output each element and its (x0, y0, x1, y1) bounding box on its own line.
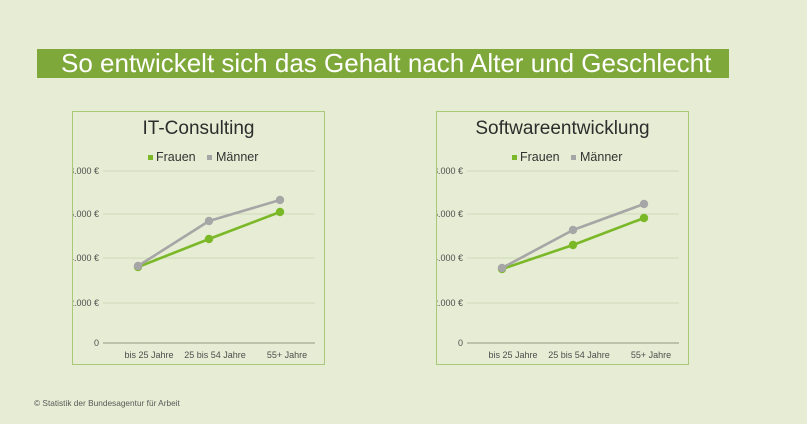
svg-text:2.000 €: 2.000 € (437, 298, 463, 308)
svg-text:0: 0 (458, 338, 463, 348)
svg-text:4.000 €: 4.000 € (437, 253, 463, 263)
svg-text:55+ Jahre: 55+ Jahre (267, 350, 307, 360)
svg-text:0: 0 (94, 338, 99, 348)
svg-text:8.000 €: 8.000 € (437, 166, 463, 176)
svg-text:4.000 €: 4.000 € (73, 253, 99, 263)
svg-text:6.000 €: 6.000 € (73, 209, 99, 219)
svg-text:bis 25 Jahre: bis 25 Jahre (488, 350, 537, 360)
svg-text:bis 25 Jahre: bis 25 Jahre (124, 350, 173, 360)
svg-text:25 bis 54 Jahre: 25 bis 54 Jahre (548, 350, 610, 360)
svg-text:25 bis 54 Jahre: 25 bis 54 Jahre (184, 350, 246, 360)
svg-text:8.000 €: 8.000 € (73, 166, 99, 176)
svg-text:6.000 €: 6.000 € (437, 209, 463, 219)
svg-text:55+ Jahre: 55+ Jahre (631, 350, 671, 360)
svg-text:2.000 €: 2.000 € (73, 298, 99, 308)
